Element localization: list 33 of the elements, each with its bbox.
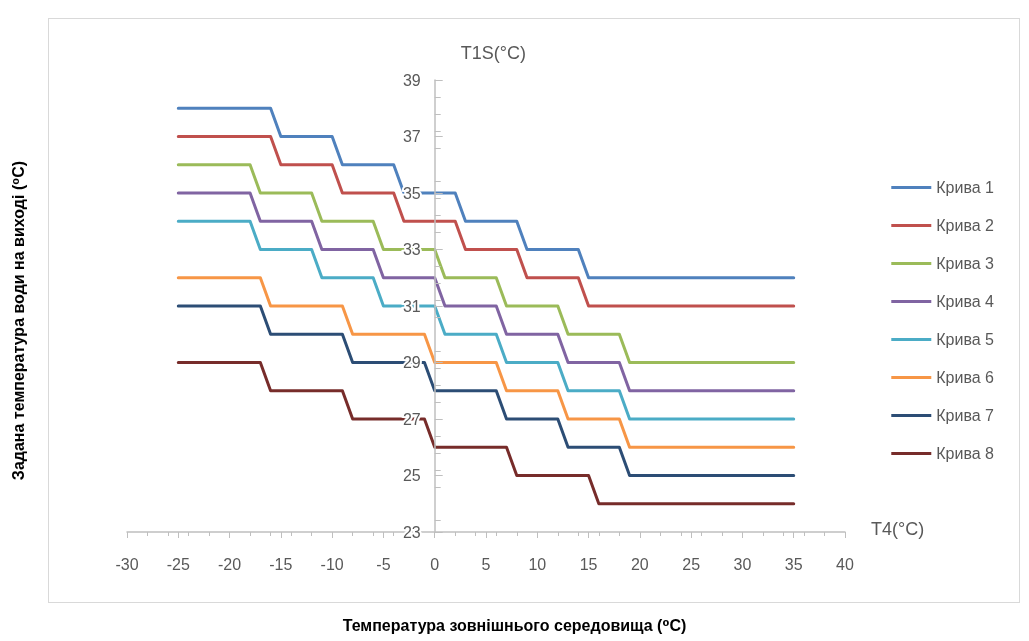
x-tick-label: -25 — [166, 555, 190, 573]
x-tick-label: 25 — [682, 555, 701, 573]
line-series — [176, 276, 796, 449]
legend-label: Крива 6 — [936, 369, 995, 386]
x-tick-label: -5 — [376, 555, 391, 573]
line-series — [176, 106, 796, 280]
y-tick-label: 39 — [402, 71, 421, 89]
y-tick-label: 25 — [402, 467, 421, 484]
y-tick-label: 23 — [402, 523, 421, 541]
text: T1S(°C) — [460, 43, 526, 63]
x-tick-label: 30 — [733, 555, 752, 573]
x-tick-label: 0 — [430, 555, 440, 573]
x-tick-label: -20 — [218, 555, 242, 573]
x-tick-label: 40 — [836, 555, 854, 573]
legend-label: Крива 5 — [936, 331, 995, 348]
legend-label: Крива 2 — [936, 217, 995, 234]
x-axis-title: Температура зовнішнього середовища (⁰C) — [342, 616, 687, 634]
x-tick-label: -10 — [320, 555, 344, 573]
text: T4(°C) — [871, 519, 925, 539]
x-tick-label: -30 — [115, 555, 139, 573]
x-tick-label: 15 — [579, 555, 598, 573]
legend-label: Крива 1 — [936, 179, 995, 196]
x-tick-label: 35 — [784, 555, 803, 573]
legend-label: Крива 3 — [936, 255, 995, 272]
x-tick-label: 5 — [481, 555, 491, 573]
y-tick-label: 37 — [402, 128, 421, 145]
legend-label: Крива 7 — [936, 407, 995, 424]
x-tick-label: 20 — [630, 555, 649, 573]
legend-label: Крива 4 — [936, 293, 995, 310]
x-tick-label: -15 — [269, 555, 293, 573]
x-tick-label: 10 — [528, 555, 547, 573]
text: Задана температура води на виході (⁰C) — [9, 160, 27, 481]
legend-label: Крива 8 — [936, 445, 995, 462]
